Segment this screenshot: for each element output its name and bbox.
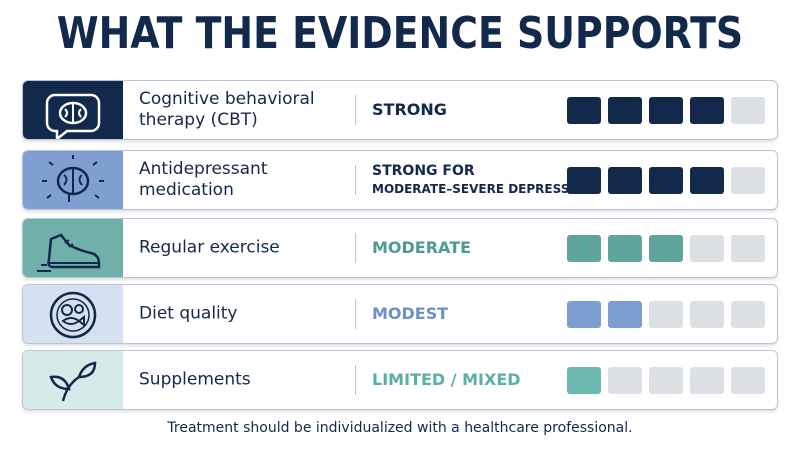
evidence-label: STRONG FOR MODERATE–SEVERE DEPRESSION — [372, 162, 594, 198]
divider — [355, 95, 356, 125]
evidence-line: STRONG — [372, 100, 447, 119]
treatment: Antidepressant medication — [139, 159, 268, 200]
score-block — [690, 167, 724, 194]
icon — [37, 233, 101, 272]
evidence-line: MODERATE–SEVERE DEPRESSION — [372, 182, 595, 196]
score-block — [567, 97, 601, 124]
divider — [355, 165, 356, 195]
evidence-line: MODEST — [372, 304, 449, 323]
evidence-label: MODEST — [372, 304, 448, 324]
treatment: Cognitive behavioral therapy (CBT) — [139, 89, 315, 130]
empty-block — [731, 167, 765, 194]
icon — [42, 155, 104, 202]
empty-block — [731, 97, 765, 124]
empty-block — [690, 235, 724, 262]
empty-block — [649, 367, 683, 394]
icon — [49, 361, 97, 402]
evidence-label: MODERATE — [372, 238, 471, 258]
empty-block — [690, 367, 724, 394]
treatment: Diet quality — [139, 303, 238, 324]
footnote: Treatment should be individualized with … — [167, 420, 633, 436]
title: WHAT THE EVIDENCE SUPPORTS — [56, 8, 744, 59]
empty-block — [690, 301, 724, 328]
evidence-label: STRONG — [372, 100, 447, 120]
score-block — [608, 235, 642, 262]
evidence-line: LIMITED / MIXED — [372, 370, 521, 389]
divider — [355, 299, 356, 329]
evidence-line: STRONG FOR — [372, 163, 475, 179]
empty-block — [608, 367, 642, 394]
empty-block — [731, 235, 765, 262]
score-block — [649, 97, 683, 124]
evidence-label: LIMITED / MIXED — [372, 370, 521, 390]
treatment: Supplements — [139, 369, 251, 390]
icon — [23, 219, 123, 277]
score-block — [567, 301, 601, 328]
row: Regular exercise MODERATE — [22, 218, 778, 278]
empty-block — [649, 301, 683, 328]
score-block — [567, 235, 601, 262]
empty-block — [731, 367, 765, 394]
score-block — [567, 367, 601, 394]
row: Cognitive behavioral therapy (CBT) STRONG — [22, 80, 778, 140]
icon — [49, 291, 97, 339]
divider — [355, 365, 356, 395]
evidence-line: MODERATE — [372, 238, 472, 257]
icon — [23, 351, 123, 409]
treatment: Regular exercise — [139, 237, 280, 258]
score-block — [649, 167, 683, 194]
icon — [23, 151, 123, 209]
divider — [355, 233, 356, 263]
icon — [45, 93, 101, 139]
score-block — [608, 167, 642, 194]
empty-block — [731, 301, 765, 328]
icon — [23, 285, 123, 343]
row: Supplements LIMITED / MIXED — [22, 350, 778, 410]
row: Antidepressant medication STRONG FOR MODER… — [22, 150, 778, 210]
score-block — [608, 97, 642, 124]
row: Diet quality MODEST — [22, 284, 778, 344]
score-block — [608, 301, 642, 328]
score-block — [567, 167, 601, 194]
icon — [23, 81, 123, 139]
score-block — [649, 235, 683, 262]
score-block — [690, 97, 724, 124]
